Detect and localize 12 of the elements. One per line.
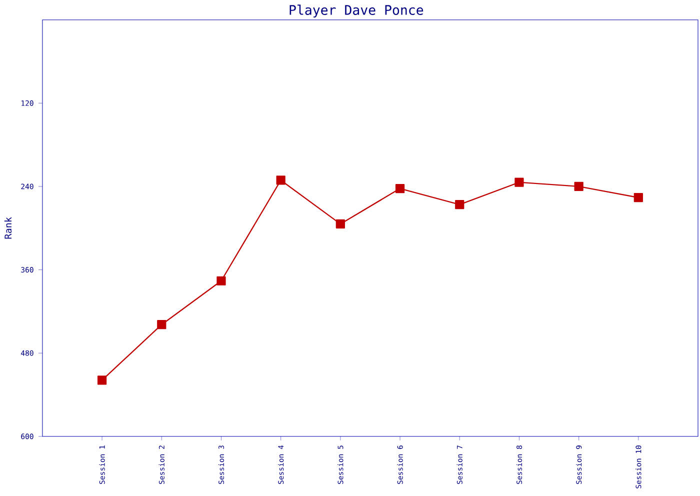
point [395, 184, 405, 194]
point [336, 219, 345, 229]
point [634, 193, 643, 202]
point [276, 176, 286, 185]
point [514, 178, 524, 187]
point [216, 276, 226, 286]
chart-title: Player Dave Ponce [290, 4, 424, 18]
point [157, 320, 166, 330]
y-axis-title: Rank [4, 217, 12, 239]
point [455, 200, 464, 210]
point [97, 376, 107, 385]
point [574, 182, 584, 192]
